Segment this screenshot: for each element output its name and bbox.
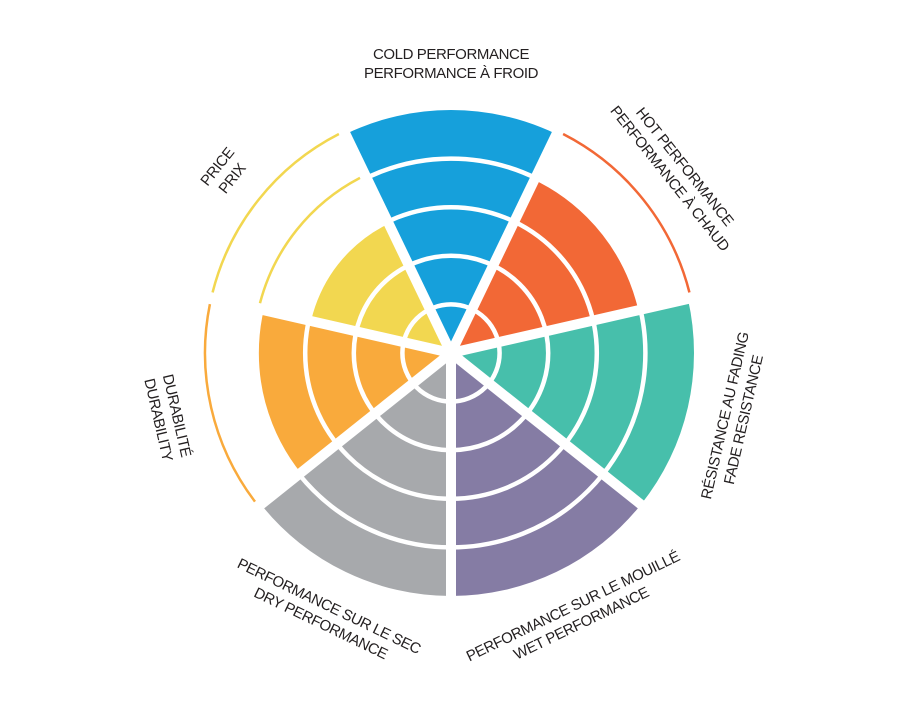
wedge-1-band-4 — [366, 158, 536, 222]
wedge-3-band-3 — [526, 320, 597, 444]
wedge-separator — [203, 291, 453, 358]
wedge-7-band-3 — [308, 221, 409, 332]
wedge-1-band-1 — [429, 304, 473, 353]
wedge-1-band-5 — [345, 109, 557, 178]
wedge-5-band-3 — [337, 413, 451, 499]
wedge-5-band-5 — [261, 474, 451, 596]
wedge-6-band-4 — [256, 309, 338, 475]
wedge-separator — [446, 122, 566, 356]
wedge-2-band-4 — [514, 177, 641, 321]
category-label-line: PERFORMANCE À FROID — [364, 65, 539, 82]
category-label-line: COLD PERFORMANCE — [373, 46, 530, 63]
wedge-1-band-2 — [408, 255, 494, 310]
wedge-1 — [345, 109, 557, 353]
wedge-3-band-5 — [602, 298, 694, 505]
empty-level-arc-2-5 — [562, 132, 691, 293]
wedge-4-band-5 — [451, 474, 641, 596]
wedge-6-band-3 — [305, 320, 376, 444]
wedge-4-band-3 — [451, 413, 565, 499]
wedge-separator — [449, 291, 699, 358]
wedge-4-band-4 — [451, 443, 603, 548]
empty-level-arc-7-5 — [211, 132, 340, 293]
wedge-separator — [250, 349, 455, 515]
wedge-separator — [447, 349, 652, 515]
category-label-1: COLD PERFORMANCE PERFORMANCE À FROID — [364, 46, 539, 82]
wedge-5 — [261, 353, 451, 596]
wedge-3-band-4 — [564, 309, 646, 475]
wedge-1-band-3 — [387, 207, 515, 266]
wedge-5-band-4 — [299, 443, 451, 548]
wedge-separator — [336, 122, 456, 356]
empty-level-arc-6-5 — [203, 303, 256, 503]
wedge-2-band-3 — [493, 221, 594, 332]
empty-level-arc-7-4 — [258, 176, 361, 304]
